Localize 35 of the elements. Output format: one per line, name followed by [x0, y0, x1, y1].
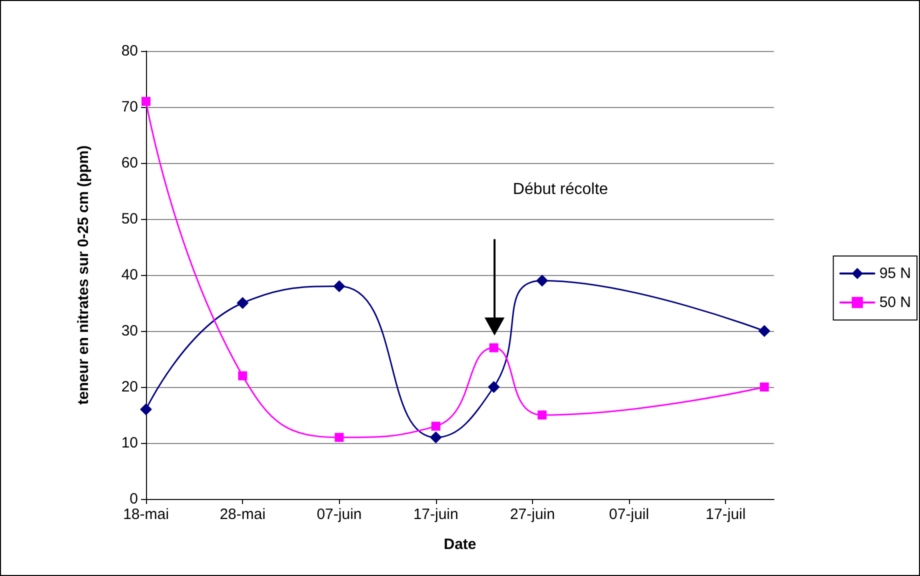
point [142, 96, 150, 106]
x-tick-label: 07-juin [316, 506, 362, 523]
x-tick-label: 17-juil [706, 506, 746, 523]
x-axis-title: Date [444, 536, 476, 553]
y-axis-title: teneur en nitrates sur 0-25 cm (ppm) [75, 145, 92, 405]
point [488, 381, 500, 393]
y-tick-label: 40 [121, 266, 138, 284]
y-tick-label: 50 [121, 210, 138, 228]
point [236, 297, 249, 309]
y-tick-label: 20 [121, 378, 138, 396]
x-tick-label: 28-mai [220, 506, 266, 523]
y-tick-label: 30 [121, 322, 138, 340]
point [430, 431, 442, 444]
x-tick-label: 07-juil [609, 506, 650, 523]
point [140, 403, 152, 416]
point [538, 410, 547, 420]
y-tick-label: 70 [121, 98, 138, 116]
y-tick-label: 60 [121, 154, 138, 172]
x-tick-label: 18-mai [123, 506, 169, 523]
point [489, 343, 498, 352]
annotation: Début récolte [512, 180, 608, 199]
x-tick-label: 27-juin [510, 506, 555, 523]
point [238, 371, 248, 380]
point [760, 382, 769, 392]
point [431, 422, 440, 431]
y-tick-label: 0 [130, 490, 138, 508]
legend-label: 50 N [879, 294, 912, 311]
point [758, 325, 770, 337]
x-tick-label: 17-juin [413, 506, 458, 523]
legend-label: 95 N [879, 265, 912, 282]
point [536, 274, 548, 287]
y-tick-label: 10 [121, 434, 138, 452]
point [333, 280, 346, 292]
y-tick-label: 80 [121, 42, 138, 60]
point [334, 432, 344, 442]
